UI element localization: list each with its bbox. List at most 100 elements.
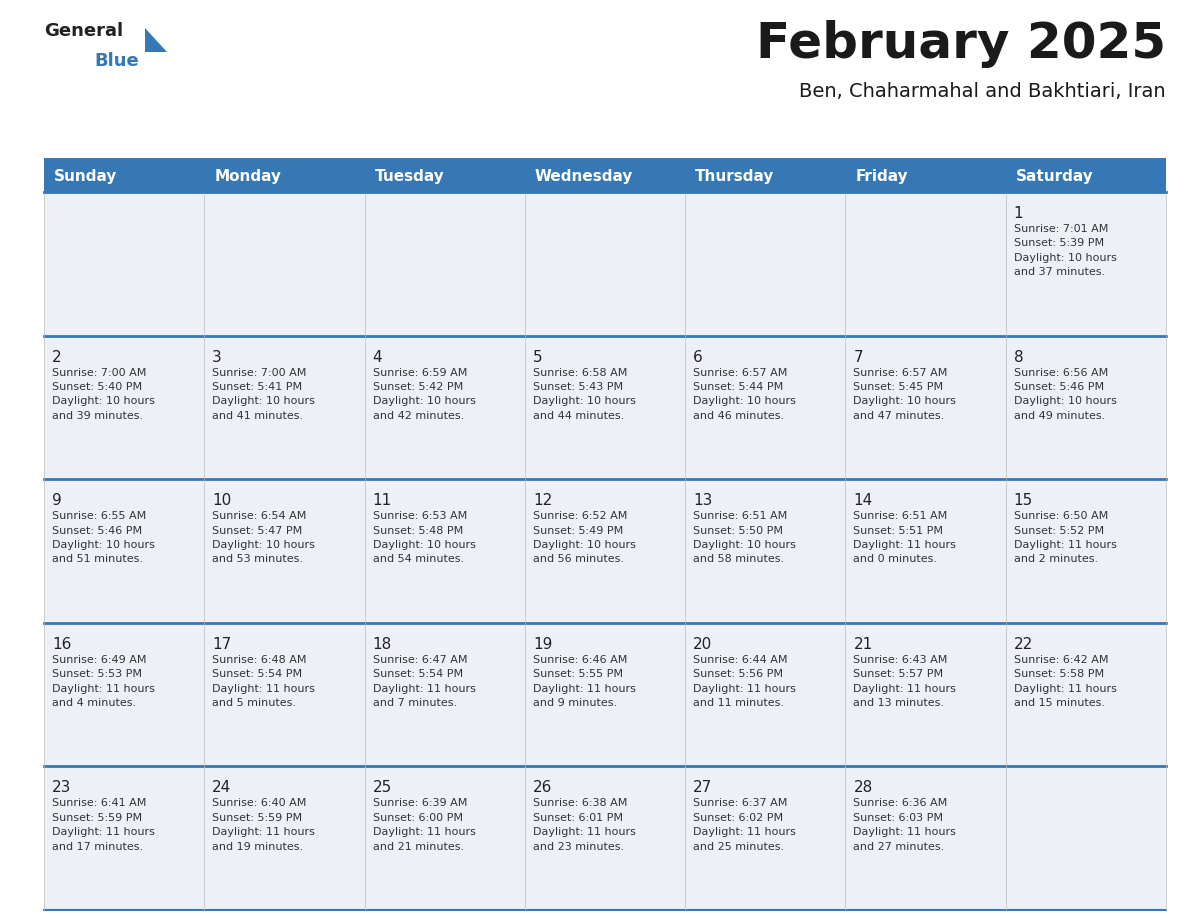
FancyBboxPatch shape (685, 479, 846, 622)
Text: Sunrise: 7:00 AM
Sunset: 5:40 PM
Daylight: 10 hours
and 39 minutes.: Sunrise: 7:00 AM Sunset: 5:40 PM Dayligh… (52, 367, 154, 420)
Text: Tuesday: Tuesday (374, 169, 444, 184)
Text: Sunrise: 6:42 AM
Sunset: 5:58 PM
Daylight: 11 hours
and 15 minutes.: Sunrise: 6:42 AM Sunset: 5:58 PM Dayligh… (1013, 655, 1117, 708)
FancyBboxPatch shape (846, 767, 1006, 910)
Text: Sunrise: 7:01 AM
Sunset: 5:39 PM
Daylight: 10 hours
and 37 minutes.: Sunrise: 7:01 AM Sunset: 5:39 PM Dayligh… (1013, 224, 1117, 277)
Text: Sunrise: 6:47 AM
Sunset: 5:54 PM
Daylight: 11 hours
and 7 minutes.: Sunrise: 6:47 AM Sunset: 5:54 PM Dayligh… (373, 655, 475, 708)
Text: 19: 19 (533, 637, 552, 652)
FancyBboxPatch shape (365, 192, 525, 336)
FancyBboxPatch shape (685, 622, 846, 767)
Text: 3: 3 (213, 350, 222, 364)
FancyBboxPatch shape (204, 336, 365, 479)
FancyBboxPatch shape (685, 336, 846, 479)
Text: Sunrise: 6:39 AM
Sunset: 6:00 PM
Daylight: 11 hours
and 21 minutes.: Sunrise: 6:39 AM Sunset: 6:00 PM Dayligh… (373, 799, 475, 852)
Text: Monday: Monday (214, 169, 282, 184)
Text: Sunrise: 6:57 AM
Sunset: 5:45 PM
Daylight: 10 hours
and 47 minutes.: Sunrise: 6:57 AM Sunset: 5:45 PM Dayligh… (853, 367, 956, 420)
Text: Sunrise: 6:36 AM
Sunset: 6:03 PM
Daylight: 11 hours
and 27 minutes.: Sunrise: 6:36 AM Sunset: 6:03 PM Dayligh… (853, 799, 956, 852)
Text: Sunrise: 6:58 AM
Sunset: 5:43 PM
Daylight: 10 hours
and 44 minutes.: Sunrise: 6:58 AM Sunset: 5:43 PM Dayligh… (533, 367, 636, 420)
FancyBboxPatch shape (365, 479, 525, 622)
FancyBboxPatch shape (846, 336, 1006, 479)
FancyBboxPatch shape (525, 479, 685, 622)
Text: 1: 1 (1013, 206, 1023, 221)
Text: 9: 9 (52, 493, 62, 509)
Text: Sunrise: 6:52 AM
Sunset: 5:49 PM
Daylight: 10 hours
and 56 minutes.: Sunrise: 6:52 AM Sunset: 5:49 PM Dayligh… (533, 511, 636, 565)
FancyBboxPatch shape (44, 192, 204, 336)
Text: 13: 13 (693, 493, 713, 509)
Text: Sunrise: 6:50 AM
Sunset: 5:52 PM
Daylight: 11 hours
and 2 minutes.: Sunrise: 6:50 AM Sunset: 5:52 PM Dayligh… (1013, 511, 1117, 565)
Text: Sunrise: 6:57 AM
Sunset: 5:44 PM
Daylight: 10 hours
and 46 minutes.: Sunrise: 6:57 AM Sunset: 5:44 PM Dayligh… (693, 367, 796, 420)
FancyBboxPatch shape (846, 622, 1006, 767)
FancyBboxPatch shape (685, 192, 846, 336)
FancyBboxPatch shape (44, 767, 204, 910)
Text: Sunrise: 7:00 AM
Sunset: 5:41 PM
Daylight: 10 hours
and 41 minutes.: Sunrise: 7:00 AM Sunset: 5:41 PM Dayligh… (213, 367, 315, 420)
FancyBboxPatch shape (846, 192, 1006, 336)
Text: Ben, Chaharmahal and Bakhtiari, Iran: Ben, Chaharmahal and Bakhtiari, Iran (800, 82, 1165, 101)
Text: Sunrise: 6:51 AM
Sunset: 5:51 PM
Daylight: 11 hours
and 0 minutes.: Sunrise: 6:51 AM Sunset: 5:51 PM Dayligh… (853, 511, 956, 565)
Text: 11: 11 (373, 493, 392, 509)
Text: Sunrise: 6:37 AM
Sunset: 6:02 PM
Daylight: 11 hours
and 25 minutes.: Sunrise: 6:37 AM Sunset: 6:02 PM Dayligh… (693, 799, 796, 852)
Text: Saturday: Saturday (1016, 169, 1093, 184)
FancyBboxPatch shape (204, 767, 365, 910)
Text: 5: 5 (533, 350, 543, 364)
FancyBboxPatch shape (1006, 479, 1165, 622)
Text: Sunrise: 6:41 AM
Sunset: 5:59 PM
Daylight: 11 hours
and 17 minutes.: Sunrise: 6:41 AM Sunset: 5:59 PM Dayligh… (52, 799, 154, 852)
Text: 10: 10 (213, 493, 232, 509)
Text: 6: 6 (693, 350, 703, 364)
FancyBboxPatch shape (365, 336, 525, 479)
Text: Sunrise: 6:46 AM
Sunset: 5:55 PM
Daylight: 11 hours
and 9 minutes.: Sunrise: 6:46 AM Sunset: 5:55 PM Dayligh… (533, 655, 636, 708)
Text: Sunday: Sunday (53, 169, 118, 184)
Text: 25: 25 (373, 780, 392, 795)
Text: 4: 4 (373, 350, 383, 364)
FancyBboxPatch shape (44, 479, 204, 622)
Text: 21: 21 (853, 637, 873, 652)
Text: 22: 22 (1013, 637, 1032, 652)
FancyBboxPatch shape (525, 336, 685, 479)
FancyBboxPatch shape (365, 622, 525, 767)
Text: 16: 16 (52, 637, 71, 652)
FancyBboxPatch shape (44, 336, 204, 479)
Text: 2: 2 (52, 350, 62, 364)
Text: 7: 7 (853, 350, 862, 364)
FancyBboxPatch shape (1006, 336, 1165, 479)
FancyBboxPatch shape (525, 192, 685, 336)
Text: Sunrise: 6:56 AM
Sunset: 5:46 PM
Daylight: 10 hours
and 49 minutes.: Sunrise: 6:56 AM Sunset: 5:46 PM Dayligh… (1013, 367, 1117, 420)
Text: 18: 18 (373, 637, 392, 652)
Text: 26: 26 (533, 780, 552, 795)
FancyBboxPatch shape (204, 479, 365, 622)
FancyBboxPatch shape (525, 767, 685, 910)
FancyBboxPatch shape (846, 479, 1006, 622)
Text: February 2025: February 2025 (756, 20, 1165, 68)
FancyBboxPatch shape (1006, 767, 1165, 910)
FancyBboxPatch shape (204, 622, 365, 767)
Text: Wednesday: Wednesday (535, 169, 633, 184)
Text: 17: 17 (213, 637, 232, 652)
Text: General: General (44, 22, 124, 40)
FancyBboxPatch shape (44, 158, 1165, 192)
Text: Thursday: Thursday (695, 169, 775, 184)
Text: Sunrise: 6:48 AM
Sunset: 5:54 PM
Daylight: 11 hours
and 5 minutes.: Sunrise: 6:48 AM Sunset: 5:54 PM Dayligh… (213, 655, 315, 708)
Text: Sunrise: 6:54 AM
Sunset: 5:47 PM
Daylight: 10 hours
and 53 minutes.: Sunrise: 6:54 AM Sunset: 5:47 PM Dayligh… (213, 511, 315, 565)
Text: Sunrise: 6:44 AM
Sunset: 5:56 PM
Daylight: 11 hours
and 11 minutes.: Sunrise: 6:44 AM Sunset: 5:56 PM Dayligh… (693, 655, 796, 708)
FancyBboxPatch shape (1006, 622, 1165, 767)
FancyBboxPatch shape (365, 767, 525, 910)
Polygon shape (145, 28, 168, 52)
Text: 14: 14 (853, 493, 873, 509)
Text: Blue: Blue (94, 52, 139, 70)
Text: Sunrise: 6:55 AM
Sunset: 5:46 PM
Daylight: 10 hours
and 51 minutes.: Sunrise: 6:55 AM Sunset: 5:46 PM Dayligh… (52, 511, 154, 565)
Text: Sunrise: 6:53 AM
Sunset: 5:48 PM
Daylight: 10 hours
and 54 minutes.: Sunrise: 6:53 AM Sunset: 5:48 PM Dayligh… (373, 511, 475, 565)
Text: 28: 28 (853, 780, 873, 795)
FancyBboxPatch shape (44, 622, 204, 767)
Text: Sunrise: 6:51 AM
Sunset: 5:50 PM
Daylight: 10 hours
and 58 minutes.: Sunrise: 6:51 AM Sunset: 5:50 PM Dayligh… (693, 511, 796, 565)
Text: 23: 23 (52, 780, 71, 795)
Text: Friday: Friday (855, 169, 908, 184)
Text: 27: 27 (693, 780, 713, 795)
FancyBboxPatch shape (525, 622, 685, 767)
FancyBboxPatch shape (685, 767, 846, 910)
Text: Sunrise: 6:40 AM
Sunset: 5:59 PM
Daylight: 11 hours
and 19 minutes.: Sunrise: 6:40 AM Sunset: 5:59 PM Dayligh… (213, 799, 315, 852)
FancyBboxPatch shape (204, 192, 365, 336)
Text: Sunrise: 6:59 AM
Sunset: 5:42 PM
Daylight: 10 hours
and 42 minutes.: Sunrise: 6:59 AM Sunset: 5:42 PM Dayligh… (373, 367, 475, 420)
FancyBboxPatch shape (1006, 192, 1165, 336)
Text: 15: 15 (1013, 493, 1032, 509)
Text: Sunrise: 6:43 AM
Sunset: 5:57 PM
Daylight: 11 hours
and 13 minutes.: Sunrise: 6:43 AM Sunset: 5:57 PM Dayligh… (853, 655, 956, 708)
Text: Sunrise: 6:38 AM
Sunset: 6:01 PM
Daylight: 11 hours
and 23 minutes.: Sunrise: 6:38 AM Sunset: 6:01 PM Dayligh… (533, 799, 636, 852)
Text: Sunrise: 6:49 AM
Sunset: 5:53 PM
Daylight: 11 hours
and 4 minutes.: Sunrise: 6:49 AM Sunset: 5:53 PM Dayligh… (52, 655, 154, 708)
